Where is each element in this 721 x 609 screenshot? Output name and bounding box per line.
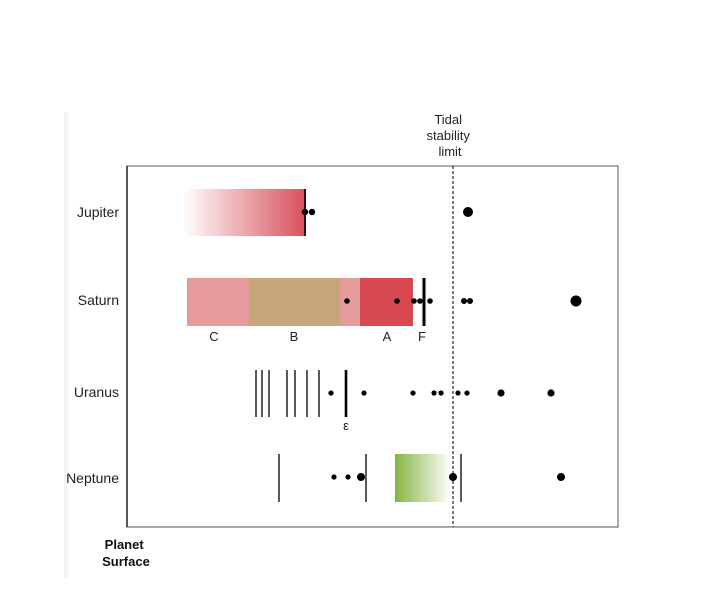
saturn-moon xyxy=(461,298,467,304)
neptune-adams-ring-arcs xyxy=(395,454,451,502)
neptune-moon xyxy=(345,474,351,480)
uranus-moon xyxy=(455,390,461,396)
uranus-moon xyxy=(464,390,470,396)
saturn-moon xyxy=(467,298,473,304)
uranus-moon xyxy=(497,389,505,397)
saturn-a-ring xyxy=(360,278,413,326)
planet-label-uranus: Uranus xyxy=(74,384,119,400)
saturn-cassini-division xyxy=(340,278,360,326)
jupiter-ring xyxy=(183,189,306,236)
page-edge-shadow xyxy=(64,112,70,578)
planet-surface-label: Planet Surface xyxy=(102,537,150,569)
uranus-moon xyxy=(431,390,437,396)
saturn-moon xyxy=(394,298,400,304)
saturn-system: C B A F xyxy=(187,278,582,344)
saturn-moon xyxy=(427,298,433,304)
neptune-moon xyxy=(449,473,457,481)
tidal-stability-label: Tidal stability limit xyxy=(427,112,474,159)
uranus-moon xyxy=(438,390,444,396)
planet-label-neptune: Neptune xyxy=(66,470,119,486)
saturn-moon xyxy=(570,295,582,307)
uranus-moon xyxy=(410,390,416,396)
neptune-moon xyxy=(357,473,365,481)
saturn-ring-label-c: C xyxy=(209,329,218,344)
saturn-ring-label-f: F xyxy=(418,329,426,344)
uranus-moon xyxy=(547,389,555,397)
saturn-ring-label-b: B xyxy=(290,329,299,344)
saturn-c-ring xyxy=(187,278,249,326)
jupiter-moon xyxy=(308,208,316,216)
neptune-moon xyxy=(557,473,565,481)
jupiter-moon xyxy=(463,207,473,217)
saturn-b-ring xyxy=(249,278,340,326)
saturn-moon xyxy=(417,298,423,304)
saturn-moon xyxy=(411,298,417,304)
jupiter-system xyxy=(183,189,473,236)
uranus-moon xyxy=(328,390,334,396)
neptune-system xyxy=(278,454,565,502)
neptune-moon xyxy=(331,474,337,480)
saturn-moon xyxy=(344,298,350,304)
planet-label-saturn: Saturn xyxy=(78,292,119,308)
uranus-moon xyxy=(361,390,367,396)
jupiter-moon xyxy=(301,208,309,216)
uranus-system: ε xyxy=(255,370,555,433)
saturn-ring-label-a: A xyxy=(383,329,392,344)
planet-label-jupiter: Jupiter xyxy=(77,204,119,220)
uranus-ring-label-epsilon: ε xyxy=(343,418,349,433)
